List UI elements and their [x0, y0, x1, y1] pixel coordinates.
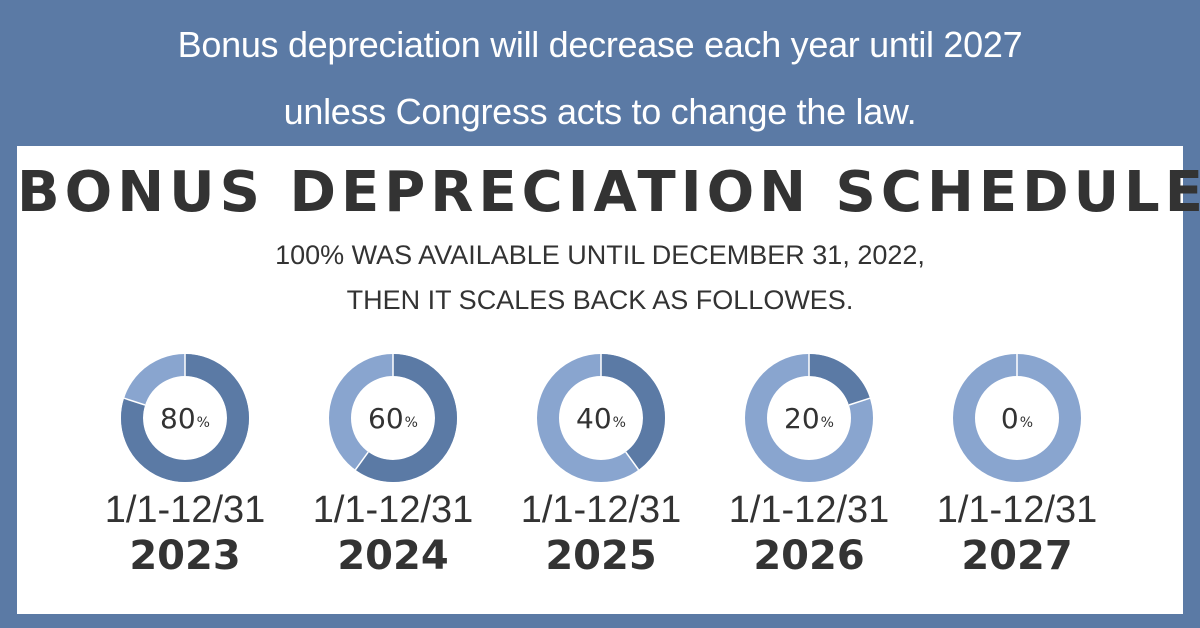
donut-percent-value: 60 — [368, 401, 404, 435]
donut-percent-value: 80 — [160, 401, 196, 435]
donut-percent-sign: % — [820, 415, 834, 431]
donut-percent-label: 60% — [303, 354, 483, 482]
donut-item-2027: 0% 1/1-12/31 2027 — [927, 354, 1107, 594]
donut-separator — [625, 451, 640, 471]
date-range-label: 1/1-12/31 — [520, 489, 682, 531]
donut-chart-2025 — [537, 354, 665, 482]
donut-percent-label: 40% — [511, 354, 691, 482]
year-label: 2026 — [753, 533, 865, 579]
donut-chart-2024 — [329, 354, 457, 482]
year-label: 2024 — [337, 533, 449, 579]
donut-item-2023: 80% 1/1-12/31 2023 — [95, 354, 275, 594]
donut-separator — [848, 397, 871, 406]
donut-percent-sign: % — [404, 415, 418, 431]
schedule-panel: BONUS DEPRECIATION SCHEDULE 100% WAS AVA… — [17, 146, 1200, 614]
year-label: 2023 — [129, 533, 241, 579]
banner-line-2: unless Congress acts to change the law. — [283, 91, 917, 132]
donut-chart-2027 — [953, 354, 1081, 482]
donut-percent-value: 20 — [784, 401, 820, 435]
donut-percent-sign: % — [196, 415, 210, 431]
donut-item-2025: 40% 1/1-12/31 2025 — [511, 354, 691, 594]
year-label: 2027 — [961, 533, 1073, 579]
donut-item-2024: 60% 1/1-12/31 2024 — [303, 354, 483, 594]
donut-chart-2023 — [121, 354, 249, 482]
donut-separator — [354, 451, 369, 471]
donut-percent-sign: % — [612, 415, 626, 431]
donut-percent-value: 0 — [1000, 401, 1019, 435]
subtitle-line-2: THEN IT SCALES BACK AS FOLLOWES. — [346, 285, 854, 315]
donut-percent-label: 80% — [95, 354, 275, 482]
donut-chart-2026 — [745, 354, 873, 482]
donut-chart-row: 80% 1/1-12/31 2023 60% 1/1-12/31 2024 40% 1/1-1… — [17, 146, 1183, 614]
donut-percent-sign: % — [1019, 415, 1034, 431]
date-range-label: 1/1-12/31 — [312, 489, 474, 531]
donut-separator — [123, 397, 146, 406]
subtitle-line-1: 100% WAS AVAILABLE UNTIL DECEMBER 31, 20… — [275, 240, 925, 270]
date-range-label: 1/1-12/31 — [936, 489, 1098, 531]
donut-percent-label: 0% — [927, 354, 1107, 482]
donut-percent-value: 40 — [576, 401, 612, 435]
date-range-label: 1/1-12/31 — [728, 489, 890, 531]
schedule-title: BONUS DEPRECIATION SCHEDULE — [17, 160, 1200, 225]
year-label: 2025 — [545, 533, 657, 579]
header-banner: Bonus depreciation will decrease each ye… — [0, 0, 1200, 146]
donut-item-2026: 20% 1/1-12/31 2026 — [719, 354, 899, 594]
banner-line-1: Bonus depreciation will decrease each ye… — [177, 24, 1023, 65]
donut-percent-label: 20% — [719, 354, 899, 482]
date-range-label: 1/1-12/31 — [104, 489, 266, 531]
